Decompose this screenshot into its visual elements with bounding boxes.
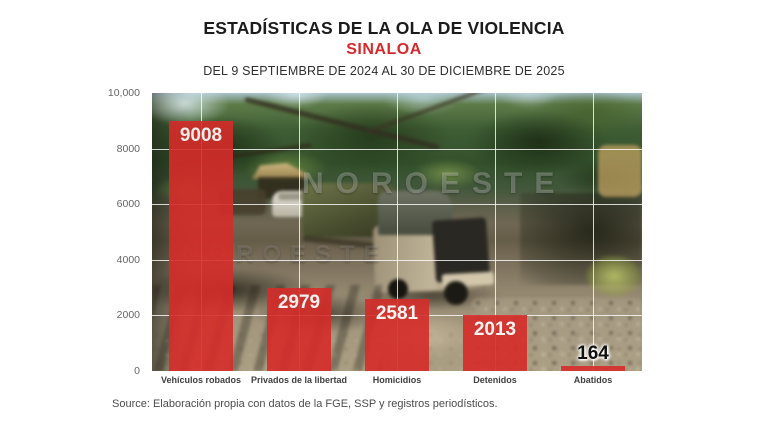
date-range: DEL 9 SEPTIEMBRE DE 2024 AL 30 DE DICIEM… [203,64,565,78]
category-label: Detenidos [473,375,517,385]
category-label: Abatidos [573,375,613,385]
header: ESTADÍSTICAS DE LA OLA DE VIOLENCIA SINA… [0,18,768,78]
y-tick-label: 8000 [116,142,140,155]
category-label: Homicidios [372,375,422,385]
photo-wheel [388,279,408,299]
bar-2: 2979 [267,288,331,371]
page-title: ESTADÍSTICAS DE LA OLA DE VIOLENCIA [203,18,565,38]
bars: 9008 2979 2581 2013 164 [152,93,642,371]
bar-5 [561,366,625,371]
category-label: Vehículos robados [160,375,242,385]
bar-3: 2581 [365,299,429,371]
bar-value-label: 2581 [375,303,419,324]
bar-value-label: 2979 [277,292,321,313]
bar-value-label: 2013 [473,319,517,340]
y-tick-label: 4000 [116,253,140,266]
gridline-vertical [396,93,398,371]
gridline-vertical [298,93,300,371]
plot-area: NOROESTE NOROESTE 9008 2979 2581 2013 164 [152,93,642,371]
y-axis: 0 2000 4000 6000 8000 10,000 [0,0,146,432]
bar-4: 2013 [463,315,527,371]
photo-building [598,145,642,197]
photo-bush [586,255,642,297]
photo-white-car-windows [278,193,318,200]
source-note: Source: Elaboración propia con datos de … [112,398,498,410]
bar-value-label: 164 [577,343,609,364]
y-tick-label: 2000 [116,309,140,322]
y-tick-label: 6000 [116,198,140,211]
photo-wheel [444,281,468,305]
y-tick-label: 0 [134,365,140,377]
category-label: Privados de la libertad [250,375,348,385]
bar-value-label: 9008 [179,125,223,146]
y-tick-label: 10,000 [107,87,140,99]
page-subtitle: SINALOA [346,41,422,58]
gridline-vertical [592,93,594,371]
x-axis: Vehículos robados Privados de la libertad… [152,375,642,391]
bar-1: 9008 [169,121,233,371]
gridline-vertical [494,93,496,371]
